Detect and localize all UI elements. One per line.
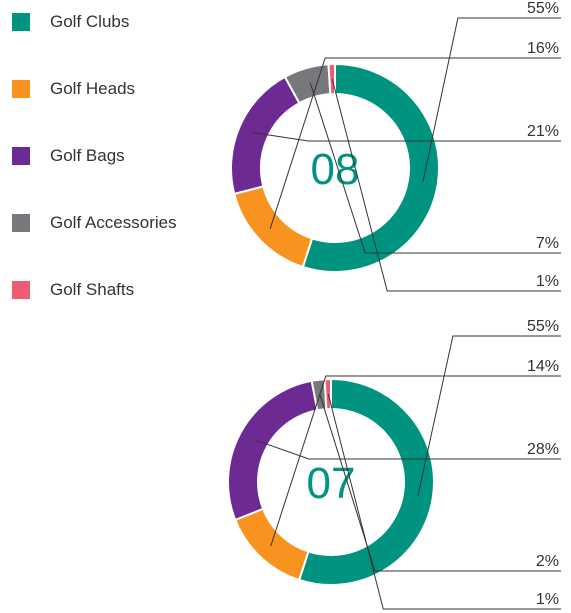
legend-label-golf-clubs: Golf Clubs: [50, 12, 130, 31]
legend-label-golf-accessories: Golf Accessories: [50, 213, 177, 232]
legend-item-golf-bags: Golf Bags: [12, 145, 242, 167]
donut-slice-golf-clubs: [301, 62, 440, 273]
leader-line-golf-accessories: [319, 394, 561, 572]
value-label-golf-shafts: 1%: [536, 273, 559, 290]
value-label-golf-heads: 16%: [527, 40, 559, 57]
leader-line-golf-clubs: [422, 17, 561, 183]
value-label-golf-heads: 14%: [527, 358, 559, 375]
leader-line-golf-clubs: [417, 335, 561, 496]
donut-chart-08: 08 55% 16% 21% 7% 1%: [230, 0, 561, 292]
leader-line-golf-heads: [270, 375, 561, 547]
leader-line-golf-bags: [253, 439, 561, 460]
leader-line-golf-bags: [253, 132, 561, 142]
donut-slice-golf-bags: [227, 379, 319, 522]
leader-line-golf-accessories: [309, 82, 561, 254]
value-label-golf-accessories: 2%: [536, 553, 559, 570]
donut-slice-golf-heads: [233, 185, 314, 269]
legend-item-golf-accessories: Golf Accessories: [12, 212, 242, 234]
donut-slice-golf-shafts: [323, 377, 332, 411]
leader-line-golf-shafts: [331, 78, 561, 292]
legend-swatch-golf-clubs: [12, 13, 30, 31]
value-label-golf-accessories: 7%: [536, 235, 559, 252]
legend-label-golf-shafts: Golf Shafts: [50, 280, 135, 299]
leader-line-golf-heads: [269, 57, 561, 230]
value-label-golf-bags: 21%: [527, 123, 559, 140]
legend-item-golf-clubs: Golf Clubs: [12, 11, 242, 33]
value-label-golf-bags: 28%: [527, 441, 559, 458]
legend-item-golf-heads: Golf Heads: [12, 78, 242, 100]
leader-line-golf-shafts: [327, 393, 561, 610]
legend-swatch-golf-shafts: [12, 281, 30, 299]
legend-item-golf-shafts: Golf Shafts: [12, 279, 242, 301]
donut-slice-golf-shafts: [327, 62, 336, 96]
donut-center-label: 08: [311, 145, 360, 194]
donut-slice-golf-bags: [230, 75, 301, 196]
donut-slice-golf-clubs: [297, 377, 435, 586]
value-label-golf-clubs: 55%: [527, 0, 559, 17]
value-label-golf-shafts: 1%: [536, 591, 559, 608]
value-label-golf-clubs: 55%: [527, 318, 559, 335]
legend-swatch-golf-heads: [12, 80, 30, 98]
legend-label-golf-bags: Golf Bags: [50, 146, 125, 165]
legend-swatch-golf-bags: [12, 147, 30, 165]
legend-label-golf-heads: Golf Heads: [50, 79, 136, 98]
legend-swatch-golf-accessories: [12, 214, 30, 232]
